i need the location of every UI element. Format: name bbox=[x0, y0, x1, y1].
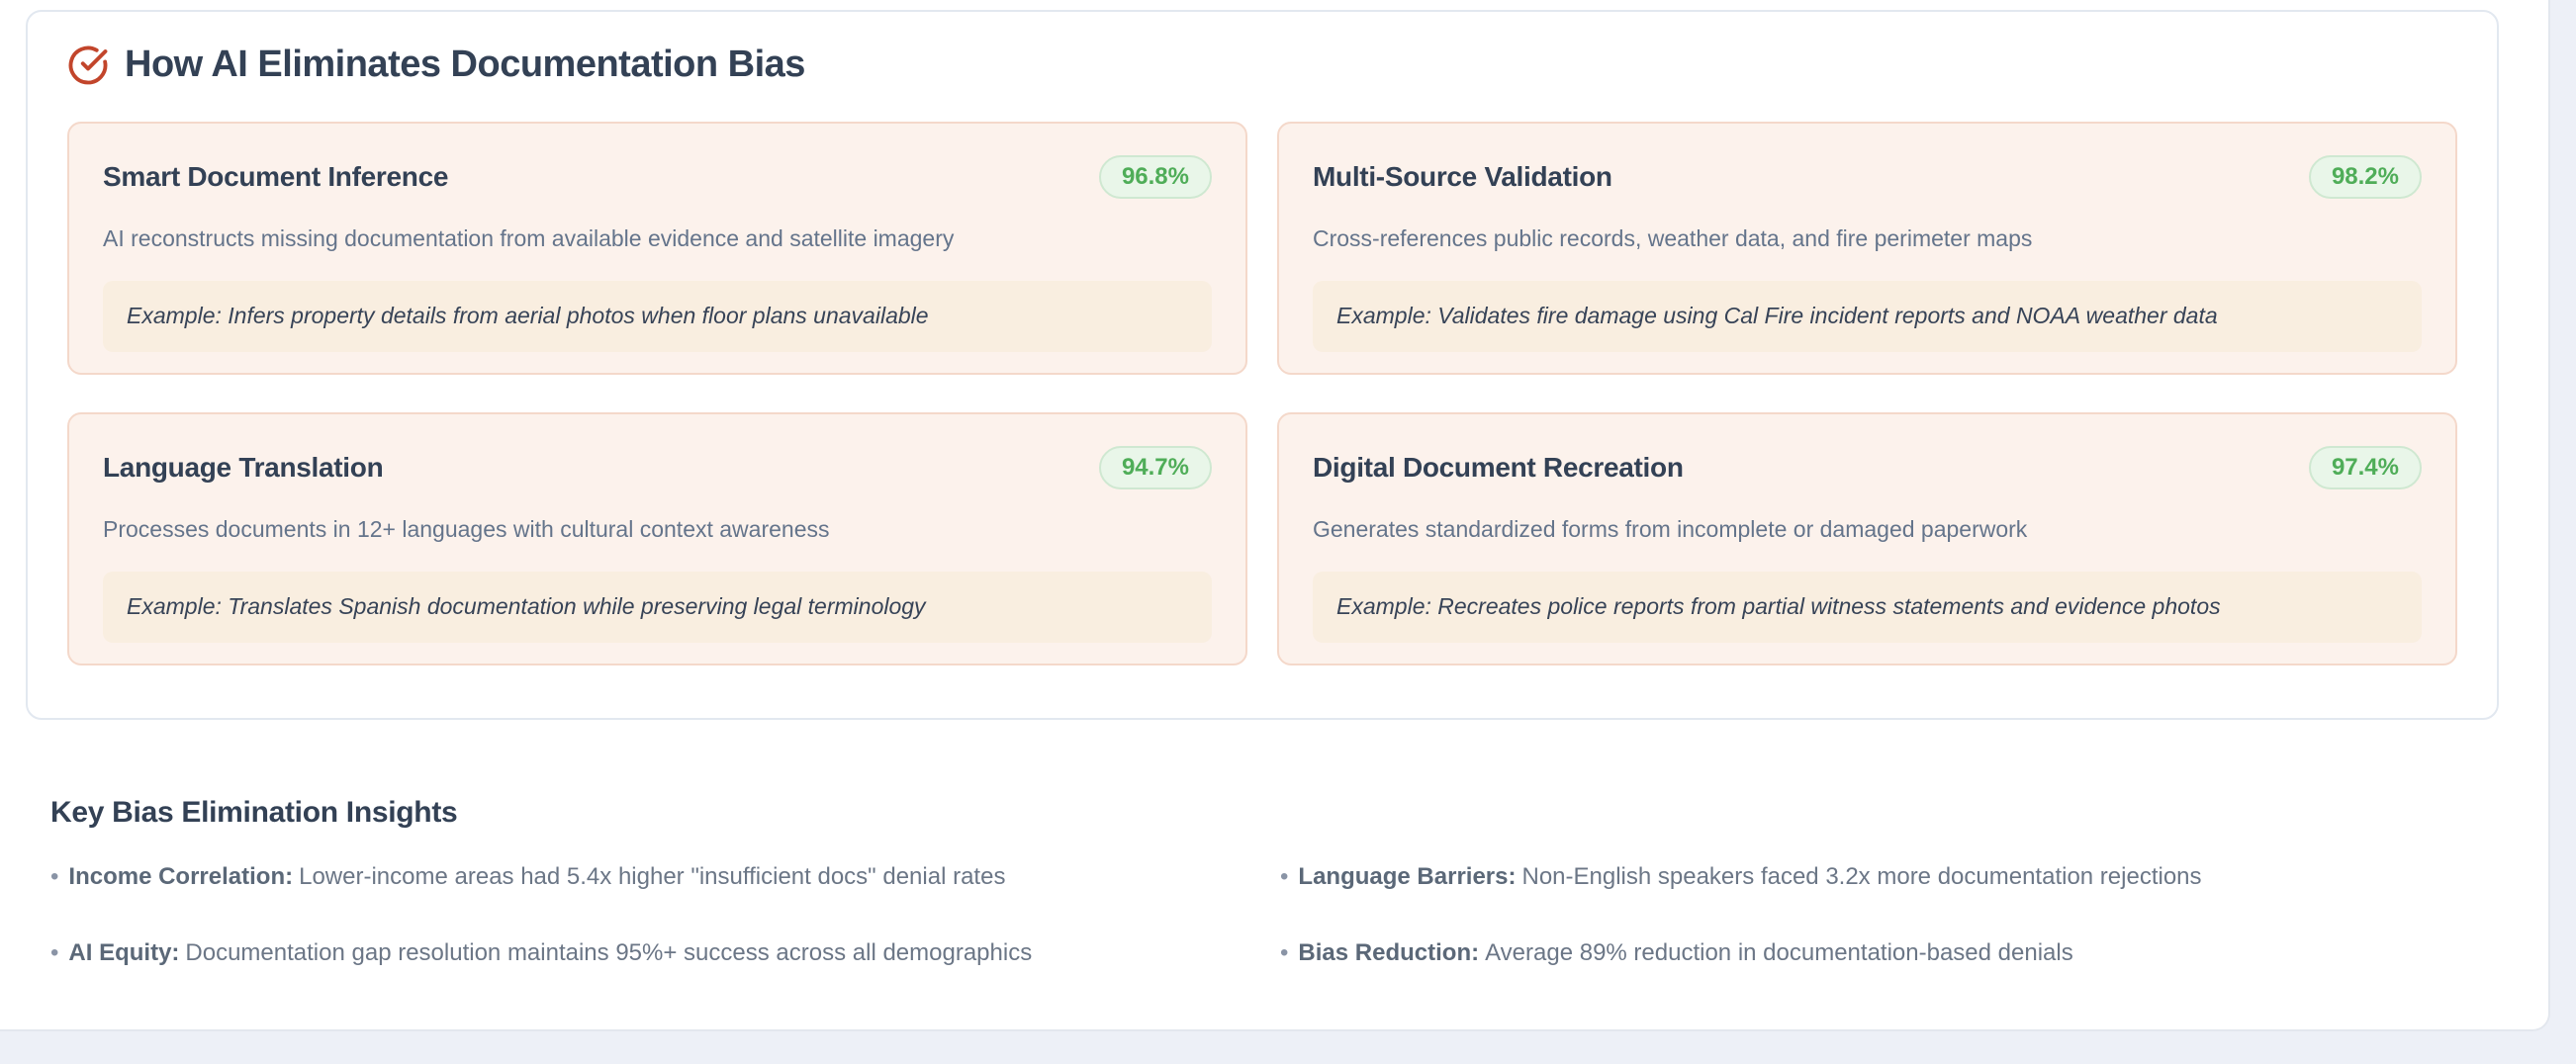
insights-grid: • Income Correlation: Lower-income areas h… bbox=[50, 861, 2500, 968]
method-card-smart-document-inference: Smart Document Inference 96.8% AI recons… bbox=[67, 122, 1247, 375]
insight-text: Average 89% reduction in documentation-b… bbox=[1485, 939, 2073, 967]
check-circle-icon bbox=[67, 44, 109, 86]
insight-language-barriers: • Language Barriers: Non-English speakers … bbox=[1280, 861, 2500, 892]
bullet-dot-icon: • bbox=[50, 939, 59, 967]
method-title: Multi-Source Validation bbox=[1313, 161, 1612, 193]
insights-heading: Key Bias Elimination Insights bbox=[50, 796, 458, 829]
method-example-box: Example: Validates fire damage using Cal… bbox=[1313, 281, 2422, 353]
insight-label: Language Barriers: bbox=[1298, 863, 1517, 890]
accuracy-badge: 94.7% bbox=[1098, 446, 1212, 490]
insight-income-correlation: • Income Correlation: Lower-income areas h… bbox=[50, 861, 1270, 892]
method-description: Cross-references public records, weather… bbox=[1313, 225, 2033, 252]
method-title: Digital Document Recreation bbox=[1313, 452, 1684, 484]
bullet-dot-icon: • bbox=[1280, 939, 1289, 967]
insight-text: Lower-income areas had 5.4x higher "insu… bbox=[299, 863, 1006, 890]
method-card-multi-source-validation: Multi-Source Validation 98.2% Cross-refe… bbox=[1277, 122, 2457, 375]
section-title: How AI Eliminates Documentation Bias bbox=[125, 44, 805, 85]
insight-label: Income Correlation: bbox=[68, 863, 294, 890]
insights-section: Key Bias Elimination Insights • Income Co… bbox=[50, 796, 2500, 968]
insight-label: Bias Reduction: bbox=[1298, 939, 1480, 967]
content-panel: How AI Eliminates Documentation Bias Sma… bbox=[0, 0, 2550, 1031]
method-card-header: Digital Document Recreation 97.4% bbox=[1313, 446, 2422, 490]
accuracy-badge: 96.8% bbox=[1098, 155, 1212, 200]
method-example-box: Example: Infers property details from ae… bbox=[103, 281, 1212, 353]
method-card-header: Multi-Source Validation 98.2% bbox=[1313, 155, 2422, 200]
bullet-dot-icon: • bbox=[1280, 863, 1289, 890]
method-description: Processes documents in 12+ languages wit… bbox=[103, 516, 830, 543]
ai-bias-section-card: How AI Eliminates Documentation Bias Sma… bbox=[26, 10, 2499, 720]
insight-ai-equity: • AI Equity: Documentation gap resolution … bbox=[50, 937, 1270, 968]
method-description: AI reconstructs missing documentation fr… bbox=[103, 225, 955, 252]
methods-grid: Smart Document Inference 96.8% AI recons… bbox=[67, 122, 2457, 665]
method-card-header: Smart Document Inference 96.8% bbox=[103, 155, 1212, 200]
insight-bias-reduction: • Bias Reduction: Average 89% reduction in… bbox=[1280, 937, 2500, 968]
accuracy-badge: 97.4% bbox=[2308, 446, 2422, 490]
method-description: Generates standardized forms from incomp… bbox=[1313, 516, 2028, 543]
method-card-digital-document-recreation: Digital Document Recreation 97.4% Genera… bbox=[1277, 412, 2457, 665]
section-header: How AI Eliminates Documentation Bias bbox=[67, 44, 2457, 86]
insight-text: Non-English speakers faced 3.2x more doc… bbox=[1521, 863, 2202, 890]
method-title: Smart Document Inference bbox=[103, 161, 449, 193]
method-example-box: Example: Recreates police reports from p… bbox=[1313, 572, 2422, 644]
method-card-language-translation: Language Translation 94.7% Processes doc… bbox=[67, 412, 1247, 665]
accuracy-badge: 98.2% bbox=[2308, 155, 2422, 200]
insight-text: Documentation gap resolution maintains 9… bbox=[185, 939, 1033, 967]
method-example-box: Example: Translates Spanish documentatio… bbox=[103, 572, 1212, 644]
method-card-header: Language Translation 94.7% bbox=[103, 446, 1212, 490]
bullet-dot-icon: • bbox=[50, 863, 59, 890]
insight-label: AI Equity: bbox=[68, 939, 180, 967]
method-title: Language Translation bbox=[103, 452, 384, 484]
